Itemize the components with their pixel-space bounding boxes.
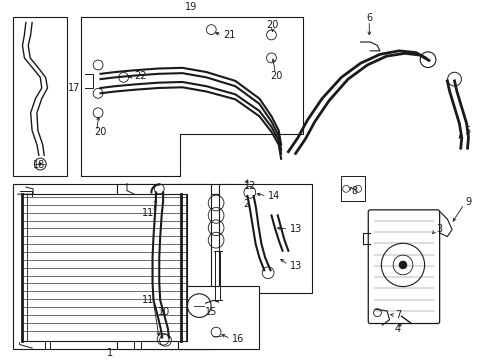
Text: 13: 13 xyxy=(290,261,302,271)
Text: 3: 3 xyxy=(436,224,442,234)
Text: 6: 6 xyxy=(366,13,372,23)
FancyBboxPatch shape xyxy=(368,210,440,324)
Text: 22: 22 xyxy=(134,71,147,81)
Bar xyxy=(342,176,366,201)
Text: 13: 13 xyxy=(290,224,302,234)
Text: 15: 15 xyxy=(205,307,218,317)
Bar xyxy=(13,184,239,349)
Circle shape xyxy=(399,261,407,269)
Text: 20: 20 xyxy=(270,71,283,81)
Bar xyxy=(177,286,259,349)
Text: 14: 14 xyxy=(268,191,280,201)
Bar xyxy=(13,17,67,176)
Bar xyxy=(219,184,313,293)
Text: 8: 8 xyxy=(351,186,357,196)
Text: 11: 11 xyxy=(142,208,154,218)
Text: 17: 17 xyxy=(68,83,80,93)
Text: 18: 18 xyxy=(33,160,45,170)
Bar xyxy=(23,194,187,341)
Text: 1: 1 xyxy=(107,348,113,358)
Bar xyxy=(118,184,211,349)
Text: 9: 9 xyxy=(466,197,472,207)
Text: 12: 12 xyxy=(244,181,256,192)
Text: 20: 20 xyxy=(267,20,279,30)
Text: 4: 4 xyxy=(394,324,400,334)
Text: 20: 20 xyxy=(95,127,107,137)
Text: 10: 10 xyxy=(158,307,170,317)
Text: 11: 11 xyxy=(142,295,154,305)
Text: 16: 16 xyxy=(232,333,244,343)
Text: 5: 5 xyxy=(464,126,470,136)
Text: 19: 19 xyxy=(185,2,197,12)
Text: 2: 2 xyxy=(244,199,249,209)
Text: 21: 21 xyxy=(223,30,236,40)
Bar xyxy=(197,194,237,304)
Text: 7: 7 xyxy=(395,310,401,320)
